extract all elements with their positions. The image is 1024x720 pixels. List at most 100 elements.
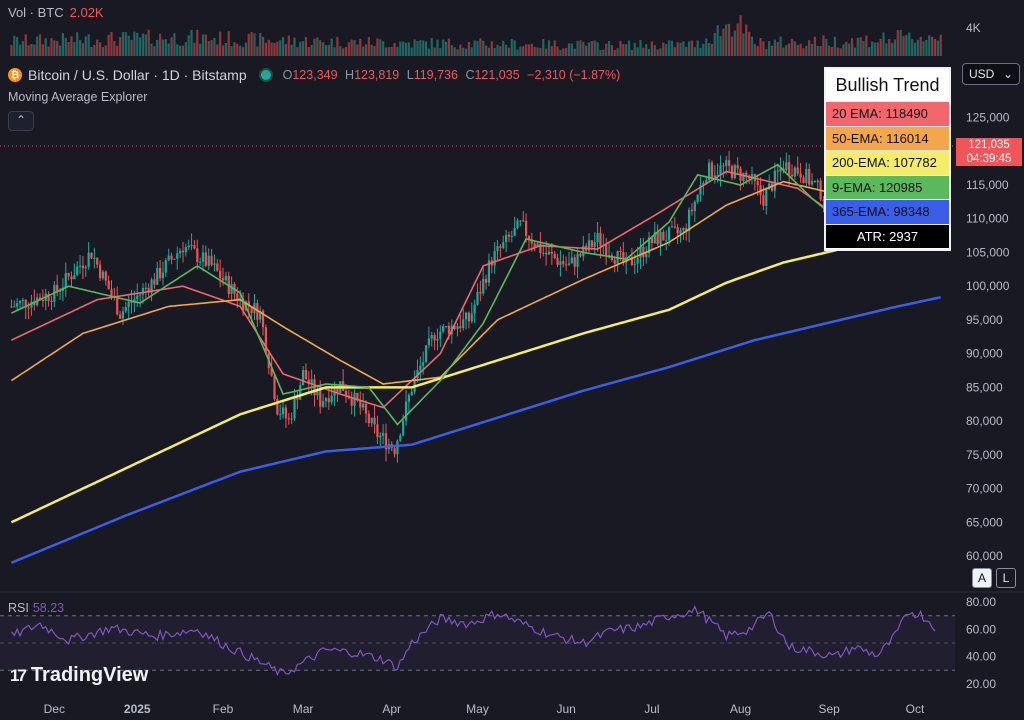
candle-body: [264, 327, 268, 354]
legend-row-ema20: 20 EMA: 118490: [826, 101, 949, 126]
volume-bar: [404, 42, 408, 56]
volume-bar: [219, 31, 222, 56]
tradingview-logo[interactable]: 17 TradingView: [10, 664, 148, 687]
candle-body: [136, 295, 139, 300]
volume-bar: [196, 29, 199, 56]
volume-bar: [730, 36, 734, 56]
candle-body: [813, 181, 816, 183]
candle-body: [93, 257, 96, 259]
legend-row-ema50: 50-EMA: 116014: [826, 125, 949, 150]
candle-body: [462, 319, 465, 329]
volume-bar: [607, 40, 611, 56]
volume-bar: [364, 44, 368, 56]
candle-body: [210, 255, 213, 265]
candle-body: [562, 261, 565, 265]
volume-bar: [459, 44, 462, 56]
candle-body: [159, 267, 162, 279]
candle-body: [224, 275, 227, 281]
volume-bar: [127, 35, 130, 56]
volume-bar: [533, 46, 536, 56]
candle-body: [433, 335, 436, 341]
candle-body: [567, 263, 571, 265]
candle-body: [470, 313, 473, 322]
volume-bar: [44, 38, 47, 56]
candle-body: [130, 301, 133, 303]
candle-body: [147, 287, 150, 293]
volume-bar: [56, 41, 59, 56]
volume-bar: [936, 40, 939, 56]
time-axis[interactable]: Dec 2025 Feb Mar Apr May Jun Jul Aug Sep Oct: [44, 702, 925, 716]
volume-bar: [687, 41, 691, 56]
volume-bar: [41, 44, 44, 56]
candle-body: [716, 174, 719, 176]
price-axis[interactable]: 125,000120,000115,000110,000105,000100,0…: [966, 21, 1010, 691]
volume-bar: [419, 40, 422, 56]
candle-body: [213, 263, 216, 265]
candle-body: [467, 312, 471, 322]
log-scale-button[interactable]: L: [996, 568, 1016, 588]
legend-row-ema9: 9-EMA: 120985: [826, 174, 949, 199]
volume-bar: [239, 45, 242, 56]
candle-body: [725, 160, 728, 166]
candle-body: [579, 253, 582, 257]
candle-body: [176, 253, 179, 259]
candle-body: [164, 260, 167, 273]
candle-body: [87, 252, 90, 267]
chevron-up-icon: ⌃: [15, 113, 27, 127]
volume-bar: [36, 36, 39, 56]
candle-body: [736, 165, 739, 169]
candle-body: [270, 368, 273, 376]
volume-bar: [736, 23, 739, 56]
time-tick-label: Dec: [44, 702, 65, 716]
volume-bar: [416, 41, 419, 56]
volume-bar: [144, 34, 147, 56]
candle-body: [359, 400, 362, 408]
volume-bar: [793, 41, 796, 56]
volume-bar: [430, 38, 433, 56]
candle-body: [444, 325, 448, 327]
volume-bar: [902, 36, 905, 56]
candle-body: [596, 232, 599, 243]
market-status-icon[interactable]: [258, 68, 273, 82]
candle-body: [665, 240, 668, 242]
candle-body: [745, 172, 748, 176]
close-value: 121,035: [474, 68, 520, 82]
symbol-title[interactable]: Bitcoin / U.S. Dollar · 1D · Bitstamp: [28, 67, 247, 83]
candle-body: [27, 307, 30, 309]
candle-body: [47, 293, 50, 302]
volume-bar: [190, 29, 193, 56]
volume-bar: [456, 49, 459, 56]
auto-scale-button[interactable]: A: [972, 568, 992, 588]
tradingview-icon: 17: [10, 665, 27, 685]
symbol-row[interactable]: ₿ Bitcoin / U.S. Dollar · 1D · Bitstamp …: [8, 67, 624, 83]
volume-bar: [233, 42, 236, 56]
candle-body: [342, 381, 345, 391]
volume-bar: [873, 42, 877, 56]
volume-bar: [876, 42, 879, 56]
volume-bar: [816, 46, 819, 56]
volume-bar: [850, 38, 854, 56]
volume-bar: [424, 41, 428, 56]
volume-bar: [842, 44, 845, 56]
volume-bar: [164, 39, 167, 56]
volume-bar: [399, 41, 402, 56]
candle-body: [393, 448, 396, 455]
candle-body: [607, 255, 611, 257]
candle-body: [196, 248, 199, 263]
volume-bar: [822, 35, 825, 56]
volume-bar: [896, 30, 899, 56]
volume-bar: [667, 40, 671, 56]
collapse-button[interactable]: ⌃: [8, 111, 34, 131]
volume-bar: [476, 40, 479, 56]
volume-bar: [570, 43, 573, 56]
candle-body: [216, 263, 219, 271]
rsi-label[interactable]: RSI 58.23: [8, 601, 64, 615]
candle-body: [530, 239, 533, 244]
candle-body: [504, 234, 508, 243]
volume-bar: [462, 47, 465, 56]
candle-body: [788, 162, 791, 175]
indicator-name[interactable]: Moving Average Explorer: [8, 90, 148, 104]
last-price-tag: 121,035 04:39:45: [956, 138, 1022, 166]
currency-select[interactable]: USD ⌄: [962, 63, 1020, 85]
volume-bar: [773, 39, 776, 56]
